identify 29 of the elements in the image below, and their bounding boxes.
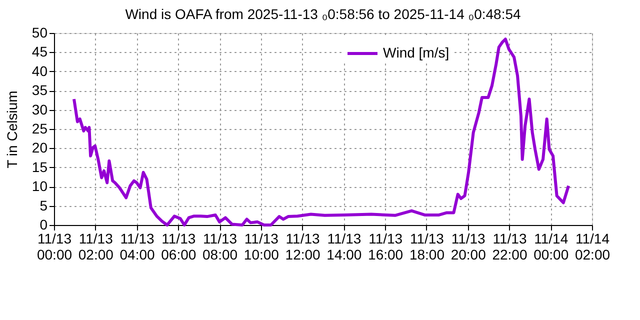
x-tick-label: 11/14 00:00	[534, 230, 569, 262]
y-tick-label: 0	[40, 216, 48, 232]
y-tick-label: 15	[32, 158, 48, 175]
x-tick-label: 11/13 16:00	[368, 230, 404, 262]
legend-label: Wind [m/s]	[383, 44, 450, 60]
y-tick-label: 10	[32, 178, 48, 194]
y-tick-label: 20	[32, 140, 48, 156]
line-series	[72, 38, 570, 226]
x-tick-label: 11/13 20:00	[450, 230, 486, 262]
x-tick-label: 11/13 10:00	[244, 230, 280, 262]
y-axis-title: T in Celsium	[4, 90, 20, 168]
x-tick-label: 11/13 04:00	[120, 230, 155, 262]
x-tick-label: 11/14 02:00	[574, 230, 610, 262]
x-tick-label: 11/13 18:00	[409, 230, 445, 262]
x-tick-label: 11/13 14:00	[326, 230, 362, 262]
chart-title: Wind is OAFA from 2025-11-13 ₀0:58:56 to 2025-11-14 ₀0:48:54	[125, 6, 521, 22]
y-tick-label: 50	[32, 24, 48, 40]
y-tick-label: 25	[32, 120, 48, 136]
y-tick-label: 30	[32, 101, 48, 118]
x-tick-label: 11/13 12:00	[285, 230, 321, 262]
y-tick-label: 5	[40, 197, 48, 214]
x-tick-label: 11/13 02:00	[78, 230, 114, 262]
y-tick-label: 40	[32, 62, 48, 79]
x-tick-label: 11/13 06:00	[161, 230, 196, 262]
x-tick-label: 11/13 00:00	[36, 230, 72, 262]
y-tick-label: 45	[32, 44, 48, 60]
y-tick-label: 35	[32, 82, 48, 98]
x-tick-label: 11/13 22:00	[492, 230, 528, 262]
x-tick-label: 11/13 08:00	[202, 230, 238, 262]
